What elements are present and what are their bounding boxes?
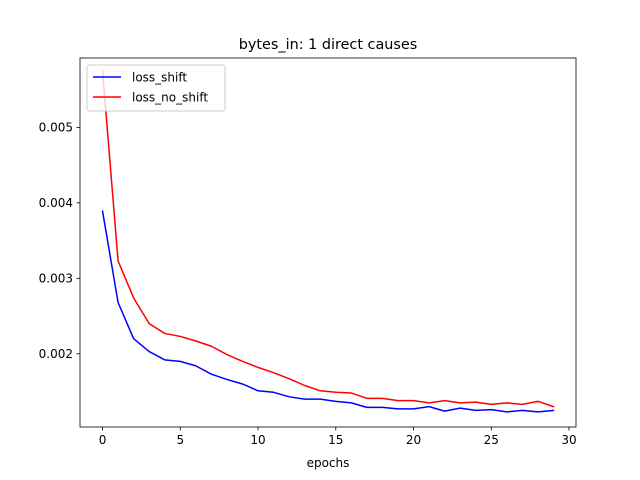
plot-series: [101, 70, 555, 413]
legend: loss_shift loss_no_shift: [86, 64, 226, 112]
series-line-loss-shift: [101, 210, 555, 413]
x-tick-label: 20: [406, 433, 421, 447]
series-line-loss-no-shift: [101, 70, 555, 408]
legend-box: [86, 64, 226, 112]
legend-label-loss-no-shift: loss_no_shift: [132, 90, 208, 104]
chart-title: bytes_in: 1 direct causes: [239, 37, 418, 53]
x-tick-label: 30: [561, 433, 576, 447]
plot-area-frame: [79, 57, 577, 428]
x-tick-label: 0: [99, 433, 107, 447]
legend-label-loss-shift: loss_shift: [132, 70, 187, 84]
x-axis-ticks: 0 5 10 15 20 25 30: [99, 427, 577, 447]
y-tick-label: 0.003: [39, 272, 73, 286]
y-tick-label: 0.005: [39, 121, 73, 135]
x-tick-label: 10: [250, 433, 265, 447]
y-axis-ticks: 0.002 0.003 0.004 0.005: [39, 121, 80, 361]
x-tick-label: 5: [176, 433, 184, 447]
x-axis-label: epochs: [307, 456, 350, 470]
y-tick-label: 0.004: [39, 196, 73, 210]
y-tick-label: 0.002: [39, 347, 73, 361]
x-tick-label: 15: [328, 433, 343, 447]
x-tick-label: 25: [484, 433, 499, 447]
